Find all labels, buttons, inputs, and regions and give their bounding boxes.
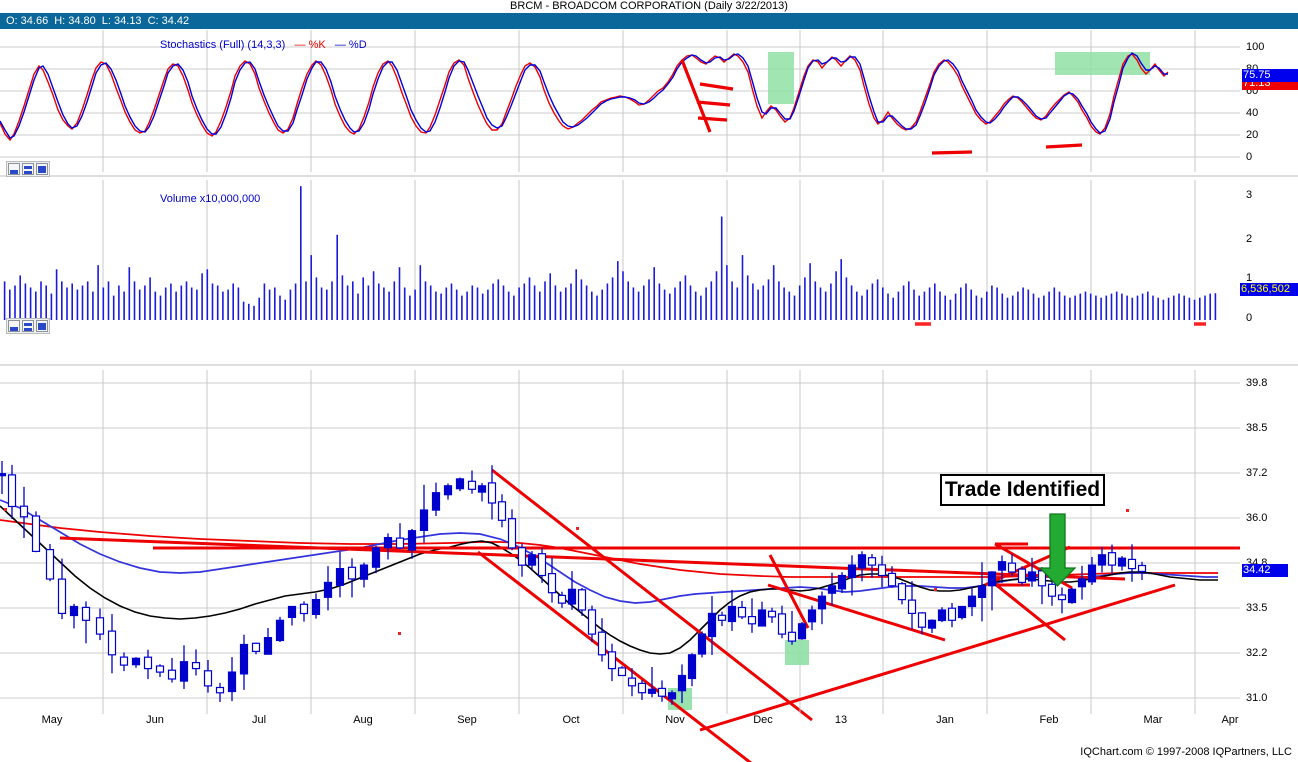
xaxis-label-may: May: [41, 714, 63, 726]
panel-maximize-icon[interactable]: [36, 320, 48, 332]
stoch-tick-40: 40: [1246, 107, 1259, 119]
stochastics-panel-tools[interactable]: [6, 161, 50, 177]
volume-tick-0: 0: [1246, 312, 1253, 324]
stochastics-legend: Stochastics (Full) (14,3,3) — %K — %D: [160, 39, 367, 51]
stoch-k-label: %K: [308, 39, 326, 51]
price-dot-markers: [4, 508, 1129, 635]
stoch-k-value-badge: 75.75: [1242, 69, 1298, 82]
xaxis-label-sep: Sep: [457, 714, 477, 726]
volume-bars: [3, 186, 1217, 320]
price-panel: [0, 370, 1240, 762]
xaxis-label-nov: Nov: [665, 714, 685, 726]
xaxis-ticks: [102, 705, 1196, 714]
trade-identified-arrow: [1038, 513, 1077, 587]
price-highlight-feb: [785, 640, 809, 665]
xaxis-label-feb: Feb: [1039, 714, 1059, 726]
stoch-d-line: [0, 52, 1168, 139]
ma-mid-line: [0, 499, 1218, 604]
panel-restore-icon[interactable]: [8, 163, 20, 175]
stoch-k-swatch: —: [288, 39, 309, 51]
stoch-d-swatch: —: [328, 39, 349, 51]
xaxis-label-apr: Apr: [1221, 714, 1239, 726]
volume-tick-2: 2: [1246, 233, 1253, 245]
xaxis-label-jun: Jun: [146, 714, 164, 726]
xaxis-label-mar: Mar: [1143, 714, 1163, 726]
trade-identified-label: Trade Identified: [940, 474, 1105, 506]
xaxis-label-jul: Jul: [251, 714, 267, 726]
volume-tick-1: 1: [1246, 272, 1253, 284]
stoch-tick-60: 60: [1246, 85, 1259, 97]
panel-minimize-icon[interactable]: [22, 163, 34, 175]
stoch-d-label: %D: [348, 39, 367, 51]
stochastics-panel: [0, 30, 1240, 172]
volume-legend: Volume x10,000,000: [160, 193, 261, 205]
xaxis-label-oct: Oct: [562, 714, 580, 726]
ohlc-open: O: 34.66: [6, 15, 49, 27]
ohlc-high: H: 34.80: [54, 15, 96, 27]
price-tick-310: 31.0: [1246, 692, 1268, 704]
page-title: BRCM - BROADCOM CORPORATION (Daily 3/22/…: [510, 0, 788, 12]
xaxis-label-aug: Aug: [353, 714, 373, 726]
volume-panel: [3, 180, 1217, 326]
price-candlesticks: [0, 461, 1147, 705]
volume-value-badge: 6,536,502: [1240, 283, 1298, 296]
volume-tick-3: 3: [1246, 189, 1253, 201]
panel-restore-icon[interactable]: [8, 320, 20, 332]
stoch-tick-0: 0: [1246, 151, 1253, 163]
stochastics-legend-name: Stochastics (Full) (14,3,3): [160, 39, 286, 51]
ma-slow-line: [0, 519, 1218, 578]
price-tick-322: 32.2: [1246, 647, 1268, 659]
xaxis-label-jan: Jan: [936, 714, 954, 726]
price-tick-360: 36.0: [1246, 512, 1268, 524]
ohlc-low: L: 34.13: [101, 15, 142, 27]
price-tick-398: 39.8: [1246, 377, 1268, 389]
stoch-tick-100: 100: [1246, 41, 1265, 53]
price-tick-385: 38.5: [1246, 422, 1268, 434]
ohlc-close: C: 34.42: [147, 15, 190, 27]
price-tick-348: 34.8: [1246, 557, 1268, 569]
price-tick-372: 37.2: [1246, 467, 1268, 479]
volume-panel-tools[interactable]: [6, 318, 50, 334]
panel-minimize-icon[interactable]: [22, 320, 34, 332]
panel-maximize-icon[interactable]: [36, 163, 48, 175]
stoch-highlight-nov: [768, 52, 794, 104]
copyright-footer: IQChart.com © 1997-2008 IQPartners, LLC: [1080, 746, 1292, 758]
stoch-k-line: [0, 53, 1169, 142]
xaxis-label-13: 13: [834, 714, 848, 726]
price-value-badge: 34.42: [1242, 564, 1288, 577]
xaxis-label-dec: Dec: [753, 714, 773, 726]
price-tick-335: 33.5: [1246, 602, 1268, 614]
ohlc-quote-bar: O: 34.66 H: 34.80 L: 34.13 C: 34.42: [0, 13, 1298, 29]
stoch-tick-20: 20: [1246, 129, 1259, 141]
stoch-trendlines: [680, 59, 1083, 155]
